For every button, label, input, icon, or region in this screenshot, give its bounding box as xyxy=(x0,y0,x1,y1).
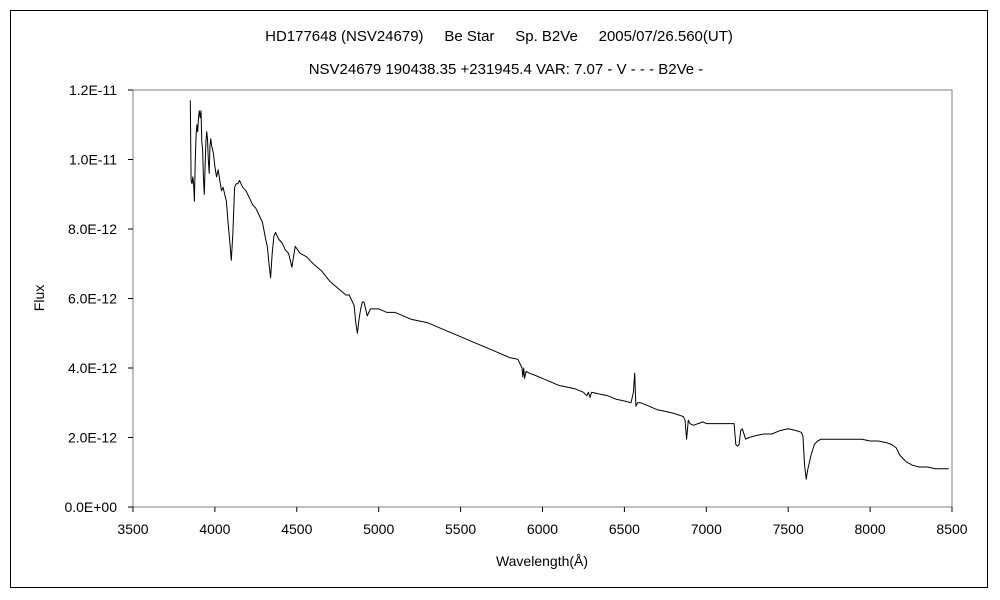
x-tick-label: 7000 xyxy=(691,521,722,537)
plot-area xyxy=(132,89,953,508)
x-tick-label: 6000 xyxy=(527,521,558,537)
y-axis: 0.0E+00 2.0E-12 4.0E-12 6.0E-12 8.0E-12 1.0E-… xyxy=(64,82,133,515)
x-tick-label: 5500 xyxy=(445,521,476,537)
x-tick-label: 4000 xyxy=(199,521,230,537)
y-axis-label: Flux xyxy=(31,285,47,311)
x-axis-label: Wavelength(Å) xyxy=(496,553,588,569)
series-layer xyxy=(189,100,949,480)
spectrum-line xyxy=(189,100,949,480)
x-tick-label: 3500 xyxy=(117,521,148,537)
x-tick-label: 4500 xyxy=(281,521,312,537)
x-tick-label: 7500 xyxy=(773,521,804,537)
chart-title: HD177648 (NSV24679) Be Star Sp. B2Ve 200… xyxy=(265,28,733,45)
y-tick-label: 6.0E-12 xyxy=(68,291,117,307)
x-tick-label: 6500 xyxy=(609,521,640,537)
x-axis: 3500 4000 4500 5000 5500 6000 6500 7000 7500 8000… xyxy=(117,507,968,537)
y-tick-label: 0.0E+00 xyxy=(64,499,117,515)
y-tick-label: 1.0E-11 xyxy=(69,152,117,168)
y-tick-label: 2.0E-12 xyxy=(68,430,117,446)
x-tick-label: 8000 xyxy=(855,521,886,537)
y-tick-label: 1.2E-11 xyxy=(69,82,117,98)
y-tick-label: 8.0E-12 xyxy=(68,221,117,237)
chart-frame xyxy=(10,10,988,588)
y-tick-label: 4.0E-12 xyxy=(68,360,117,376)
x-tick-label: 8500 xyxy=(936,521,967,537)
chart-subtitle: NSV24679 190438.35 +231945.4 VAR: 7.07 -… xyxy=(309,61,704,78)
x-tick-label: 5000 xyxy=(363,521,394,537)
